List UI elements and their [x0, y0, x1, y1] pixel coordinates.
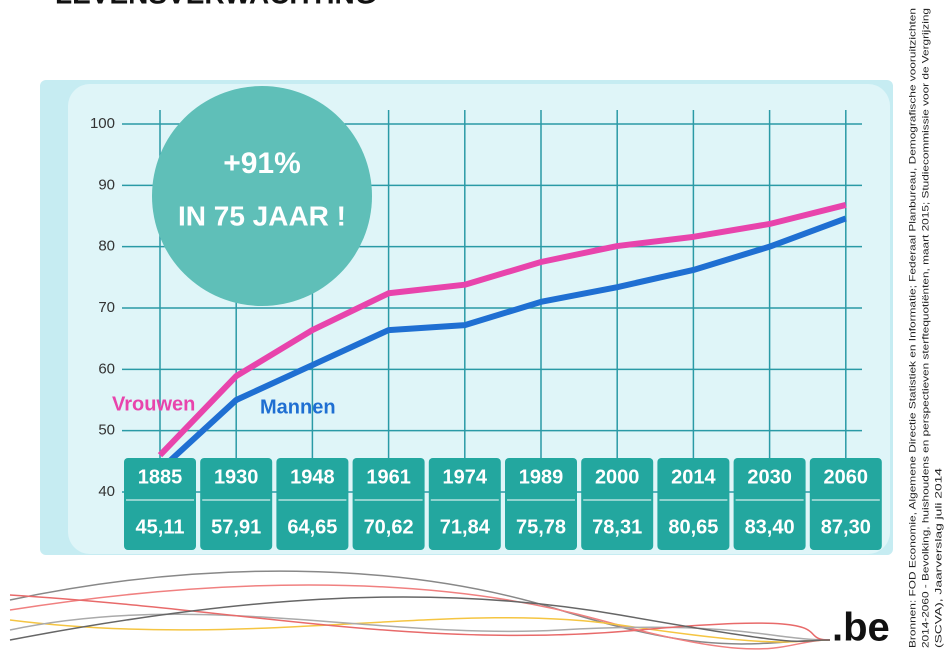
x-tick-label: 1961 [366, 466, 411, 488]
x-tick-label: 2030 [747, 466, 792, 488]
data-label: 78,31 [592, 516, 642, 538]
x-tick-label: 1974 [443, 466, 488, 488]
x-tick-label: 2000 [595, 466, 640, 488]
data-label: 87,30 [821, 516, 871, 538]
data-label: 83,40 [745, 516, 795, 538]
y-tick-label: 100 [90, 115, 115, 132]
x-tick-label: 1989 [519, 466, 564, 488]
x-tick-label: 1930 [214, 466, 259, 488]
y-tick-label: 40 [98, 483, 115, 500]
y-tick-label: 50 [98, 422, 115, 439]
legend-label: Mannen [260, 396, 336, 418]
source: Bronnen: FOD Economie, Algemene Directie… [907, 8, 943, 648]
data-label: 80,65 [668, 516, 718, 538]
decoration [10, 571, 830, 649]
data-label: 75,78 [516, 516, 566, 538]
logo: .be [832, 606, 890, 650]
chart-title: LEVENSVERWACHTING [55, 0, 377, 9]
data-label: 70,62 [364, 516, 414, 538]
x-tick-label: 2014 [671, 466, 716, 488]
source-line: Bronnen: FOD Economie, Algemene Directie… [907, 8, 917, 648]
y-tick-label: 90 [98, 176, 115, 193]
source-line: (SCVA), Jaarverslag juli 2014 [933, 468, 943, 648]
y-tick-label: 80 [98, 238, 115, 255]
x-tick-label: 1885 [138, 466, 183, 488]
y-tick-label: 60 [98, 360, 115, 377]
data-label: 71,84 [440, 516, 491, 538]
data-label: 64,65 [287, 516, 337, 538]
source-line: 2014-2060 - Bevolking, huishoudens en pe… [920, 8, 930, 648]
chart: LEVENSVERWACHTING 40 50 60 70 80 90 100 +91% I… [0, 0, 949, 653]
badge-text: IN 75 JAAR ! [178, 200, 346, 231]
data-label: 45,11 [136, 516, 185, 538]
badge [152, 86, 372, 306]
x-tick-label: 1948 [290, 466, 335, 488]
y-tick-label: 70 [98, 299, 115, 316]
legend-label: Vrouwen [112, 393, 195, 415]
data-label: 57,91 [211, 516, 261, 538]
badge-text: +91% [223, 147, 301, 180]
x-tick-label: 2060 [824, 466, 869, 488]
